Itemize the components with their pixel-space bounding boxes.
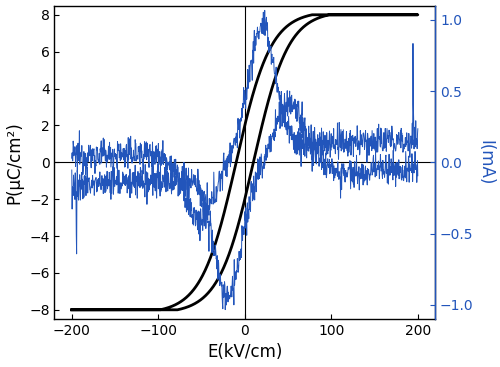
X-axis label: E(kV/cm): E(kV/cm) [207, 344, 282, 361]
Y-axis label: P(μC/cm²): P(μC/cm²) [6, 121, 24, 204]
Y-axis label: I(mA): I(mA) [476, 139, 494, 185]
